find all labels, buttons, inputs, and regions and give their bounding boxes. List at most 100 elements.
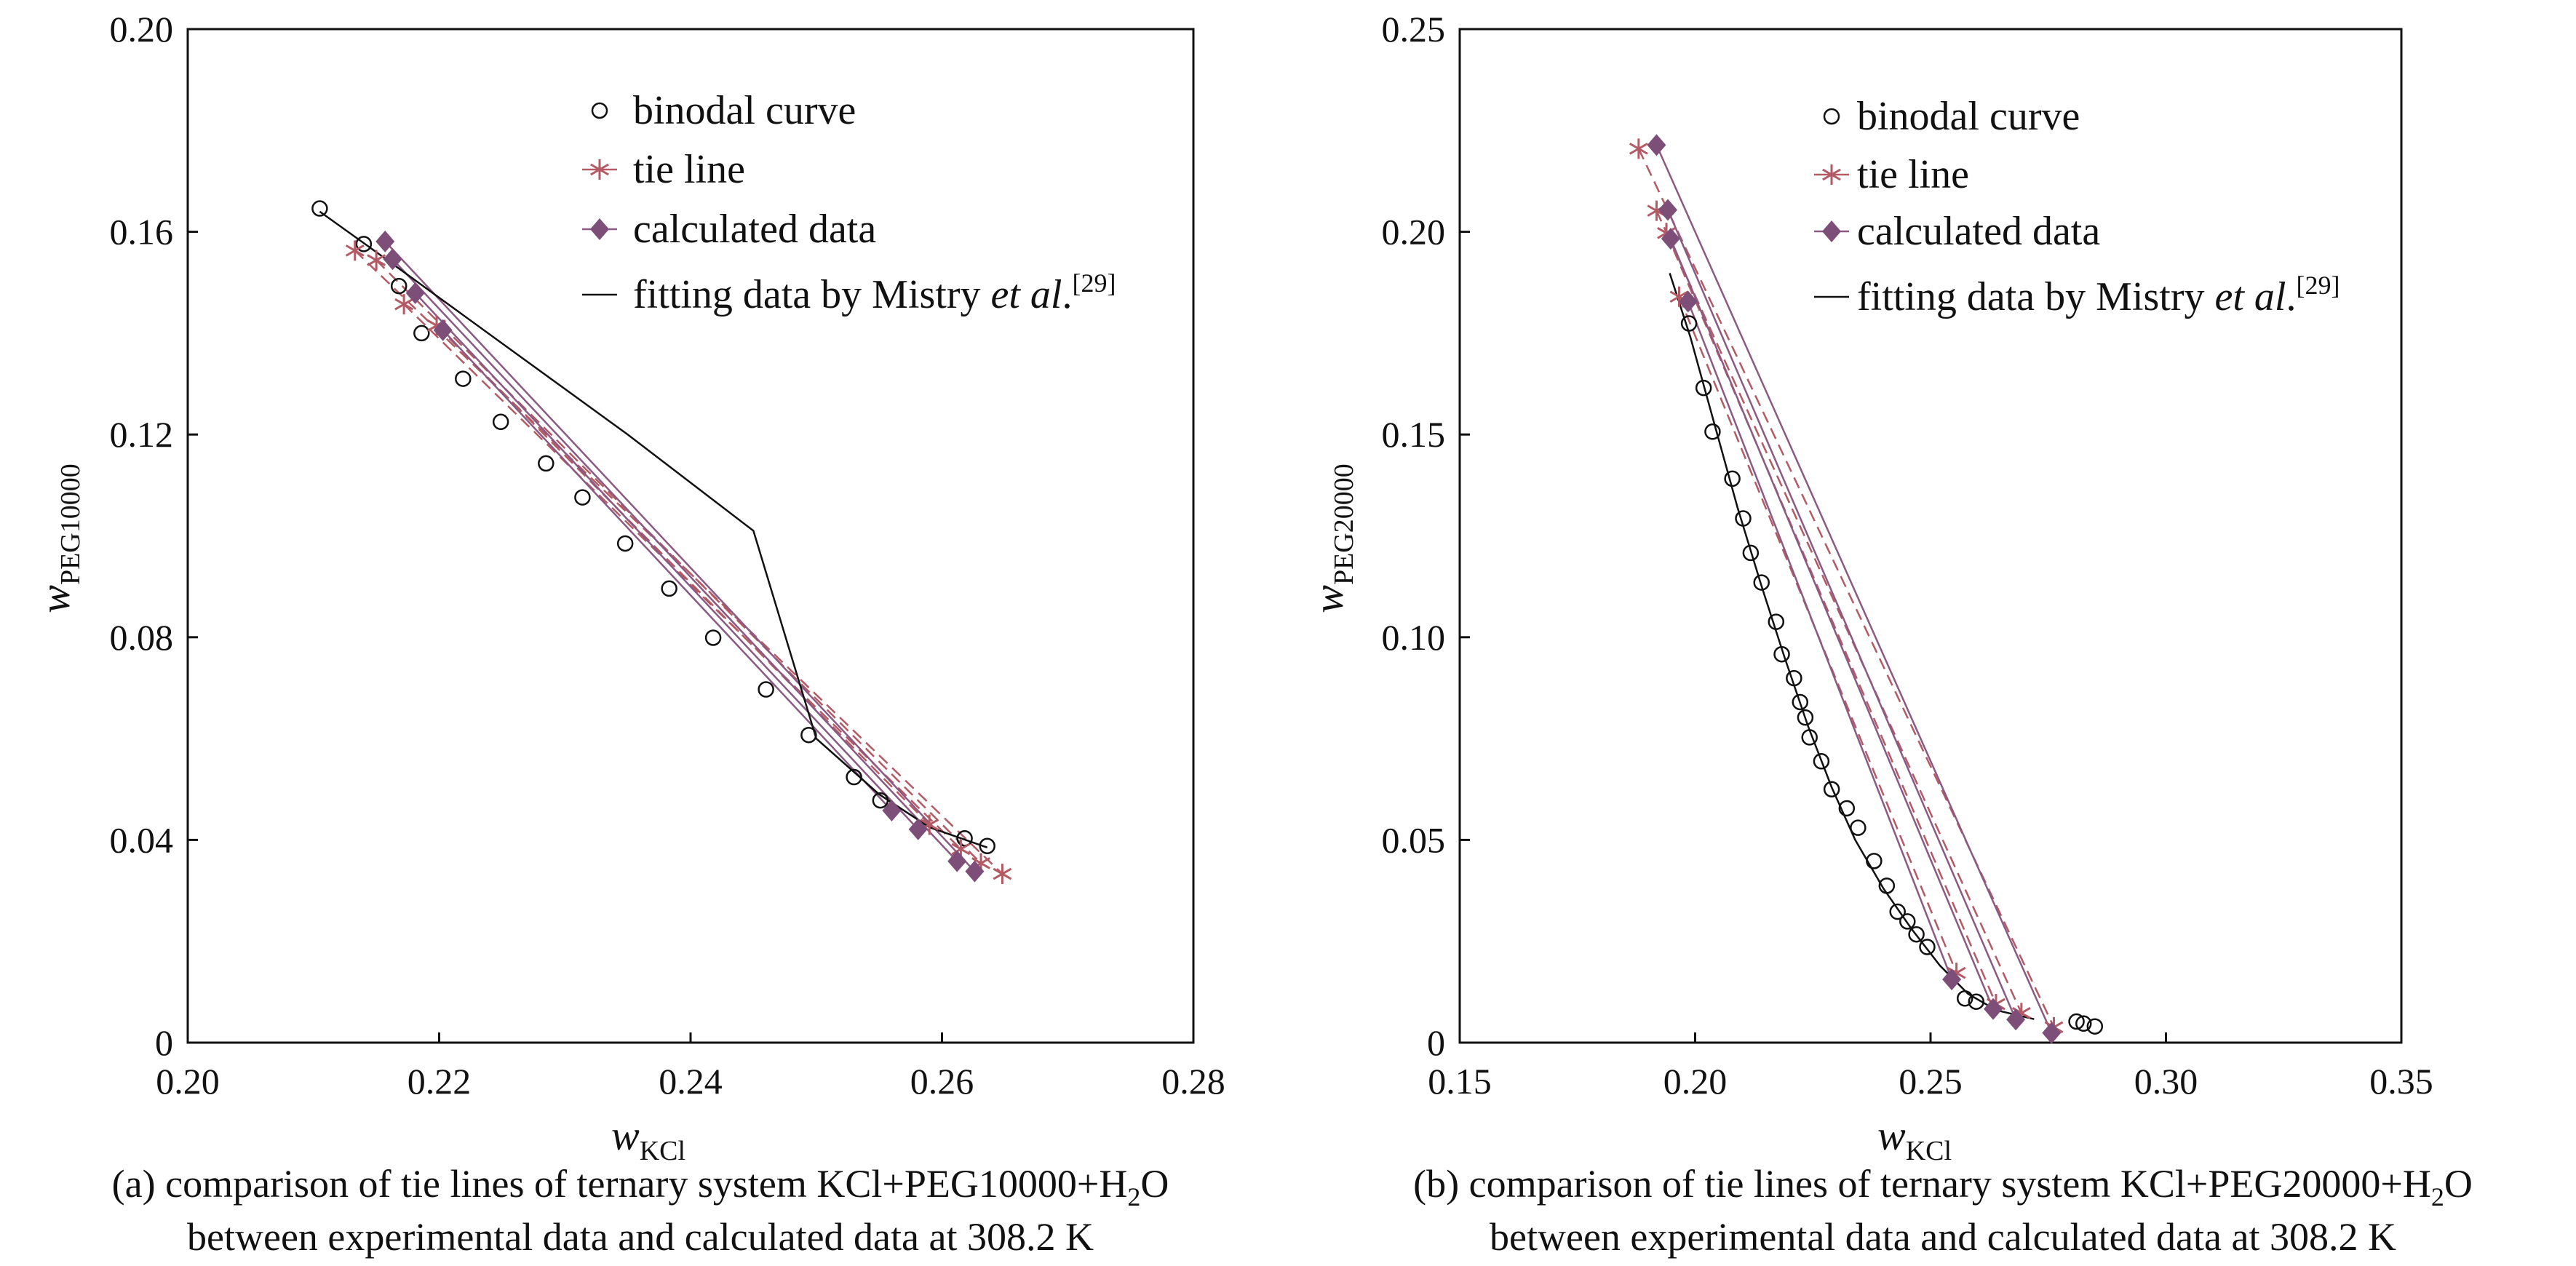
binodal-point bbox=[704, 629, 722, 646]
x-axis-label: wKCl bbox=[611, 1112, 685, 1166]
binodal-point bbox=[1792, 693, 1809, 711]
star-stroke bbox=[345, 244, 365, 257]
calculated-line bbox=[1687, 300, 1953, 980]
y-tick-label: 0.04 bbox=[110, 819, 174, 860]
binodal-point bbox=[1878, 877, 1896, 894]
binodal-point bbox=[1908, 925, 1925, 943]
star-stroke bbox=[993, 867, 1012, 880]
legend-binodal-label: binodal curve bbox=[1857, 94, 2080, 139]
x-tick-label: 0.30 bbox=[2134, 1061, 2198, 1102]
caption-line-1: (b) comparison of tie lines of ternary s… bbox=[1413, 1162, 2473, 1211]
legend-calc-label: calculated data bbox=[1857, 209, 2100, 254]
tie-line-point bbox=[345, 240, 365, 261]
x-tick-label: 0.35 bbox=[2369, 1061, 2433, 1102]
binodal-point bbox=[1919, 939, 1936, 955]
binodal-point bbox=[1724, 470, 1741, 487]
calculated-line bbox=[442, 329, 893, 811]
y-tick-label: 0.10 bbox=[1382, 617, 1446, 658]
caption-line-2: between experimental data and calculated… bbox=[187, 1215, 1094, 1259]
legend-calc-label: calculated data bbox=[633, 207, 876, 252]
calculated-point bbox=[908, 818, 928, 840]
tie-line bbox=[1655, 210, 2023, 1014]
x-tick-label: 0.22 bbox=[408, 1061, 472, 1102]
binodal-point bbox=[1753, 574, 1770, 591]
binodal-point bbox=[1823, 781, 1840, 797]
star-stroke bbox=[1822, 168, 1841, 181]
y-axis-label: wPEG10000 bbox=[31, 463, 86, 613]
calculated-line bbox=[1666, 210, 2017, 1020]
binodal-point bbox=[1866, 853, 1883, 869]
star-stroke bbox=[1629, 143, 1648, 155]
calculated-line bbox=[391, 258, 958, 862]
text-span: w bbox=[31, 585, 79, 613]
calculated-point bbox=[1678, 290, 1698, 313]
y-tick-label: 0.20 bbox=[110, 9, 174, 49]
calculated-point bbox=[2042, 1022, 2062, 1044]
binodal-point bbox=[1899, 913, 1916, 930]
binodal-point bbox=[538, 455, 554, 472]
caption-line-2: between experimental data and calculated… bbox=[1490, 1215, 2396, 1259]
y-tick-label: 0 bbox=[1427, 1022, 1445, 1063]
binodal-point bbox=[1786, 669, 1802, 687]
calculated-point bbox=[2006, 1008, 2026, 1031]
x-tick-label: 0.20 bbox=[1663, 1061, 1728, 1102]
calculated-line bbox=[1669, 238, 1995, 1010]
y-tick-label: 0.05 bbox=[1382, 819, 1446, 860]
y-tick-label: 0.08 bbox=[110, 617, 174, 658]
y-tick-label: 0 bbox=[155, 1022, 173, 1063]
binodal-point bbox=[355, 236, 373, 252]
calculated-point bbox=[375, 230, 395, 252]
text-span: PEG10000 bbox=[55, 463, 86, 585]
calculated-point bbox=[405, 282, 425, 304]
tie-line-point bbox=[1629, 138, 1648, 159]
legend: binodal curve tie line calculated data fitt… bbox=[582, 88, 1116, 317]
text-span: et al bbox=[991, 272, 1062, 317]
binodal-point bbox=[1797, 709, 1814, 726]
text-span: [29] bbox=[1073, 268, 1116, 298]
legend-fit-label: fitting data by Mistry et al.[29] bbox=[633, 268, 1116, 317]
calculated-point bbox=[965, 860, 985, 883]
tie-line bbox=[436, 325, 931, 826]
y-tick-label: 0.20 bbox=[1382, 212, 1446, 252]
text-span: (b) comparison of tie lines of ternary s… bbox=[1413, 1162, 2431, 1206]
caption-line-1: (a) comparison of tie lines of ternary s… bbox=[112, 1162, 1169, 1211]
binodal-point bbox=[1742, 544, 1760, 562]
legend: binodal curve tie line calculated data fitt… bbox=[1814, 94, 2340, 319]
legend-tie-marker bbox=[590, 159, 609, 180]
chart-a: 0.20 0.22 0.24 0.26 0.28 0 0.04 0.08 0.12 0.16 0.2… bbox=[31, 9, 1225, 1259]
text-span: PEG20000 bbox=[1329, 463, 1359, 585]
binodal-point bbox=[1838, 800, 1856, 817]
calculated-point bbox=[1661, 228, 1680, 250]
legend-tie-marker bbox=[1822, 164, 1841, 185]
binodal-point bbox=[979, 837, 995, 855]
binodal-point bbox=[661, 580, 677, 597]
binodal-point bbox=[1773, 645, 1790, 663]
binodal-point bbox=[311, 200, 328, 217]
calculated-line bbox=[414, 292, 919, 830]
text-span: . bbox=[2286, 274, 2297, 319]
legend-binodal-marker bbox=[1823, 108, 1840, 125]
text-span: w bbox=[1305, 585, 1352, 613]
legend-tie-label: tie line bbox=[1857, 152, 1969, 197]
y-tick-label: 0.15 bbox=[1382, 414, 1446, 455]
star-stroke bbox=[1669, 290, 1689, 303]
y-tick-label: 0.25 bbox=[1382, 9, 1446, 49]
binodal-point bbox=[616, 535, 634, 552]
x-tick-label: 0.24 bbox=[659, 1061, 723, 1102]
x-tick-label: 0.28 bbox=[1161, 1061, 1225, 1102]
binodal-point bbox=[492, 413, 509, 431]
text-span: w bbox=[611, 1112, 640, 1159]
legend-binodal-marker bbox=[591, 102, 608, 119]
calculated-point bbox=[383, 248, 402, 271]
calculated-point bbox=[947, 850, 967, 872]
x-tick-label: 0.25 bbox=[1899, 1061, 1963, 1102]
text-span: O bbox=[1140, 1162, 1169, 1206]
legend-fit-label: fitting data by Mistry et al.[29] bbox=[1857, 271, 2340, 319]
binodal-point bbox=[1695, 379, 1712, 397]
binodal-point bbox=[455, 370, 472, 387]
text-span: O bbox=[2444, 1162, 2473, 1206]
x-tick-label: 0.26 bbox=[910, 1061, 974, 1102]
text-span: w bbox=[1877, 1112, 1906, 1159]
binodal-point bbox=[413, 325, 430, 342]
